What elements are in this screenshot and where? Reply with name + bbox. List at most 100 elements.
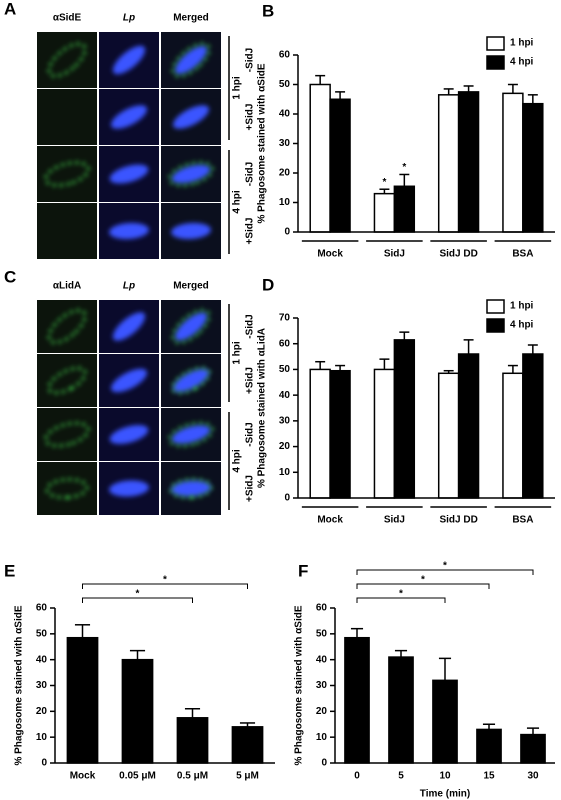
stain	[47, 42, 87, 78]
bar	[373, 368, 396, 499]
micrograph	[37, 354, 97, 407]
micrograph	[37, 146, 97, 202]
stain	[44, 421, 90, 448]
bacterium	[110, 105, 148, 129]
bar	[309, 368, 331, 499]
y-tick-label: 0	[321, 758, 327, 769]
row-label: +SidJ	[245, 218, 256, 245]
y-axis-label: % Phagosome stained with αSidE	[257, 63, 268, 223]
y-tick-label: 60	[36, 603, 48, 614]
x-tick-label: SidJ	[384, 515, 405, 526]
legend-swatch	[486, 55, 505, 70]
bacterium	[109, 480, 149, 497]
y-tick-label: 20	[36, 706, 48, 717]
row-label: -SidJ	[245, 48, 256, 72]
bacterium	[112, 312, 146, 341]
y-tick-label: 20	[279, 441, 291, 452]
bar	[176, 717, 209, 764]
group-label: 4 hpi	[232, 190, 243, 214]
bar	[344, 636, 370, 764]
comparison-bracket	[356, 597, 446, 603]
comparison-bracket	[356, 569, 534, 575]
y-tick-label: 50	[36, 628, 48, 639]
bar	[437, 94, 460, 233]
comparison-label: *	[163, 575, 167, 586]
bacterium	[172, 105, 210, 129]
bar	[66, 636, 99, 764]
x-tick-label: SidJ DD	[439, 515, 477, 526]
micrograph	[37, 300, 97, 353]
y-tick-label: 0	[284, 493, 290, 504]
y-tick-label: 50	[279, 79, 291, 90]
row-label: +SidJ	[245, 367, 256, 394]
y-tick-label: 10	[279, 197, 291, 208]
y-tick-label: 70	[279, 313, 291, 324]
column-header: αLidA	[53, 281, 81, 292]
bar	[309, 83, 331, 233]
bacterium	[171, 480, 211, 497]
y-tick-label: 20	[279, 168, 291, 179]
stain	[47, 308, 87, 345]
row-label: +SidJ	[245, 475, 256, 502]
group-label: 1 hpi	[232, 76, 243, 100]
y-tick-label: 50	[279, 364, 291, 375]
panel-label: E	[4, 561, 15, 580]
x-axis-label: Time (min)	[420, 789, 470, 800]
y-tick-label: 40	[36, 654, 48, 665]
y-axis-label: % Phagosome stained with αLidA	[257, 328, 268, 488]
micrograph	[37, 89, 97, 145]
legend-label: 1 hpi	[510, 301, 534, 312]
bar	[457, 353, 480, 499]
y-tick-label: 40	[279, 390, 291, 401]
micrograph	[37, 203, 97, 259]
bar	[432, 679, 458, 764]
stain	[168, 161, 214, 187]
stain	[171, 42, 211, 78]
y-tick-label: 50	[316, 628, 328, 639]
y-tick-label: 10	[316, 732, 328, 743]
y-tick-label: 40	[316, 654, 328, 665]
comparison-label: *	[399, 589, 403, 600]
bar	[476, 728, 502, 764]
bar	[522, 102, 544, 233]
y-tick-label: 40	[279, 109, 291, 120]
bar	[502, 372, 524, 499]
legend-swatch	[486, 318, 505, 333]
stain	[169, 477, 213, 500]
y-tick-label: 10	[279, 467, 291, 478]
significance-marker: *	[402, 162, 406, 173]
comparison-bracket	[82, 597, 193, 603]
column-header: αSidE	[53, 13, 82, 24]
bar	[522, 353, 544, 499]
comparison-label: *	[421, 575, 425, 586]
panel-label: B	[262, 1, 274, 20]
y-tick-label: 60	[279, 50, 291, 61]
stain	[171, 366, 211, 395]
bacterium	[171, 425, 211, 444]
bacterium	[112, 45, 146, 75]
bar	[373, 192, 396, 233]
bacterium	[110, 368, 148, 393]
y-tick-label: 0	[41, 758, 47, 769]
panel-label: F	[298, 561, 308, 580]
bar	[502, 92, 524, 233]
x-tick-label: Mock	[317, 515, 343, 526]
column-header: Merged	[173, 281, 209, 292]
micrograph	[37, 32, 97, 88]
x-tick-label: 0	[354, 771, 360, 782]
y-tick-label: 30	[316, 680, 328, 691]
x-tick-label: BSA	[512, 249, 533, 260]
group-label: 1 hpi	[232, 341, 243, 365]
legend-label: 1 hpi	[510, 38, 534, 49]
x-tick-label: SidJ DD	[439, 249, 477, 260]
y-tick-label: 30	[279, 415, 291, 426]
panel-label: D	[262, 275, 274, 294]
bacterium	[174, 312, 208, 341]
bar	[329, 369, 351, 499]
bar	[231, 726, 264, 764]
bacterium	[109, 222, 149, 240]
y-axis-label: % Phagosome stained with αSidE	[294, 605, 305, 765]
bar	[393, 339, 416, 499]
significance-marker: *	[382, 177, 386, 188]
